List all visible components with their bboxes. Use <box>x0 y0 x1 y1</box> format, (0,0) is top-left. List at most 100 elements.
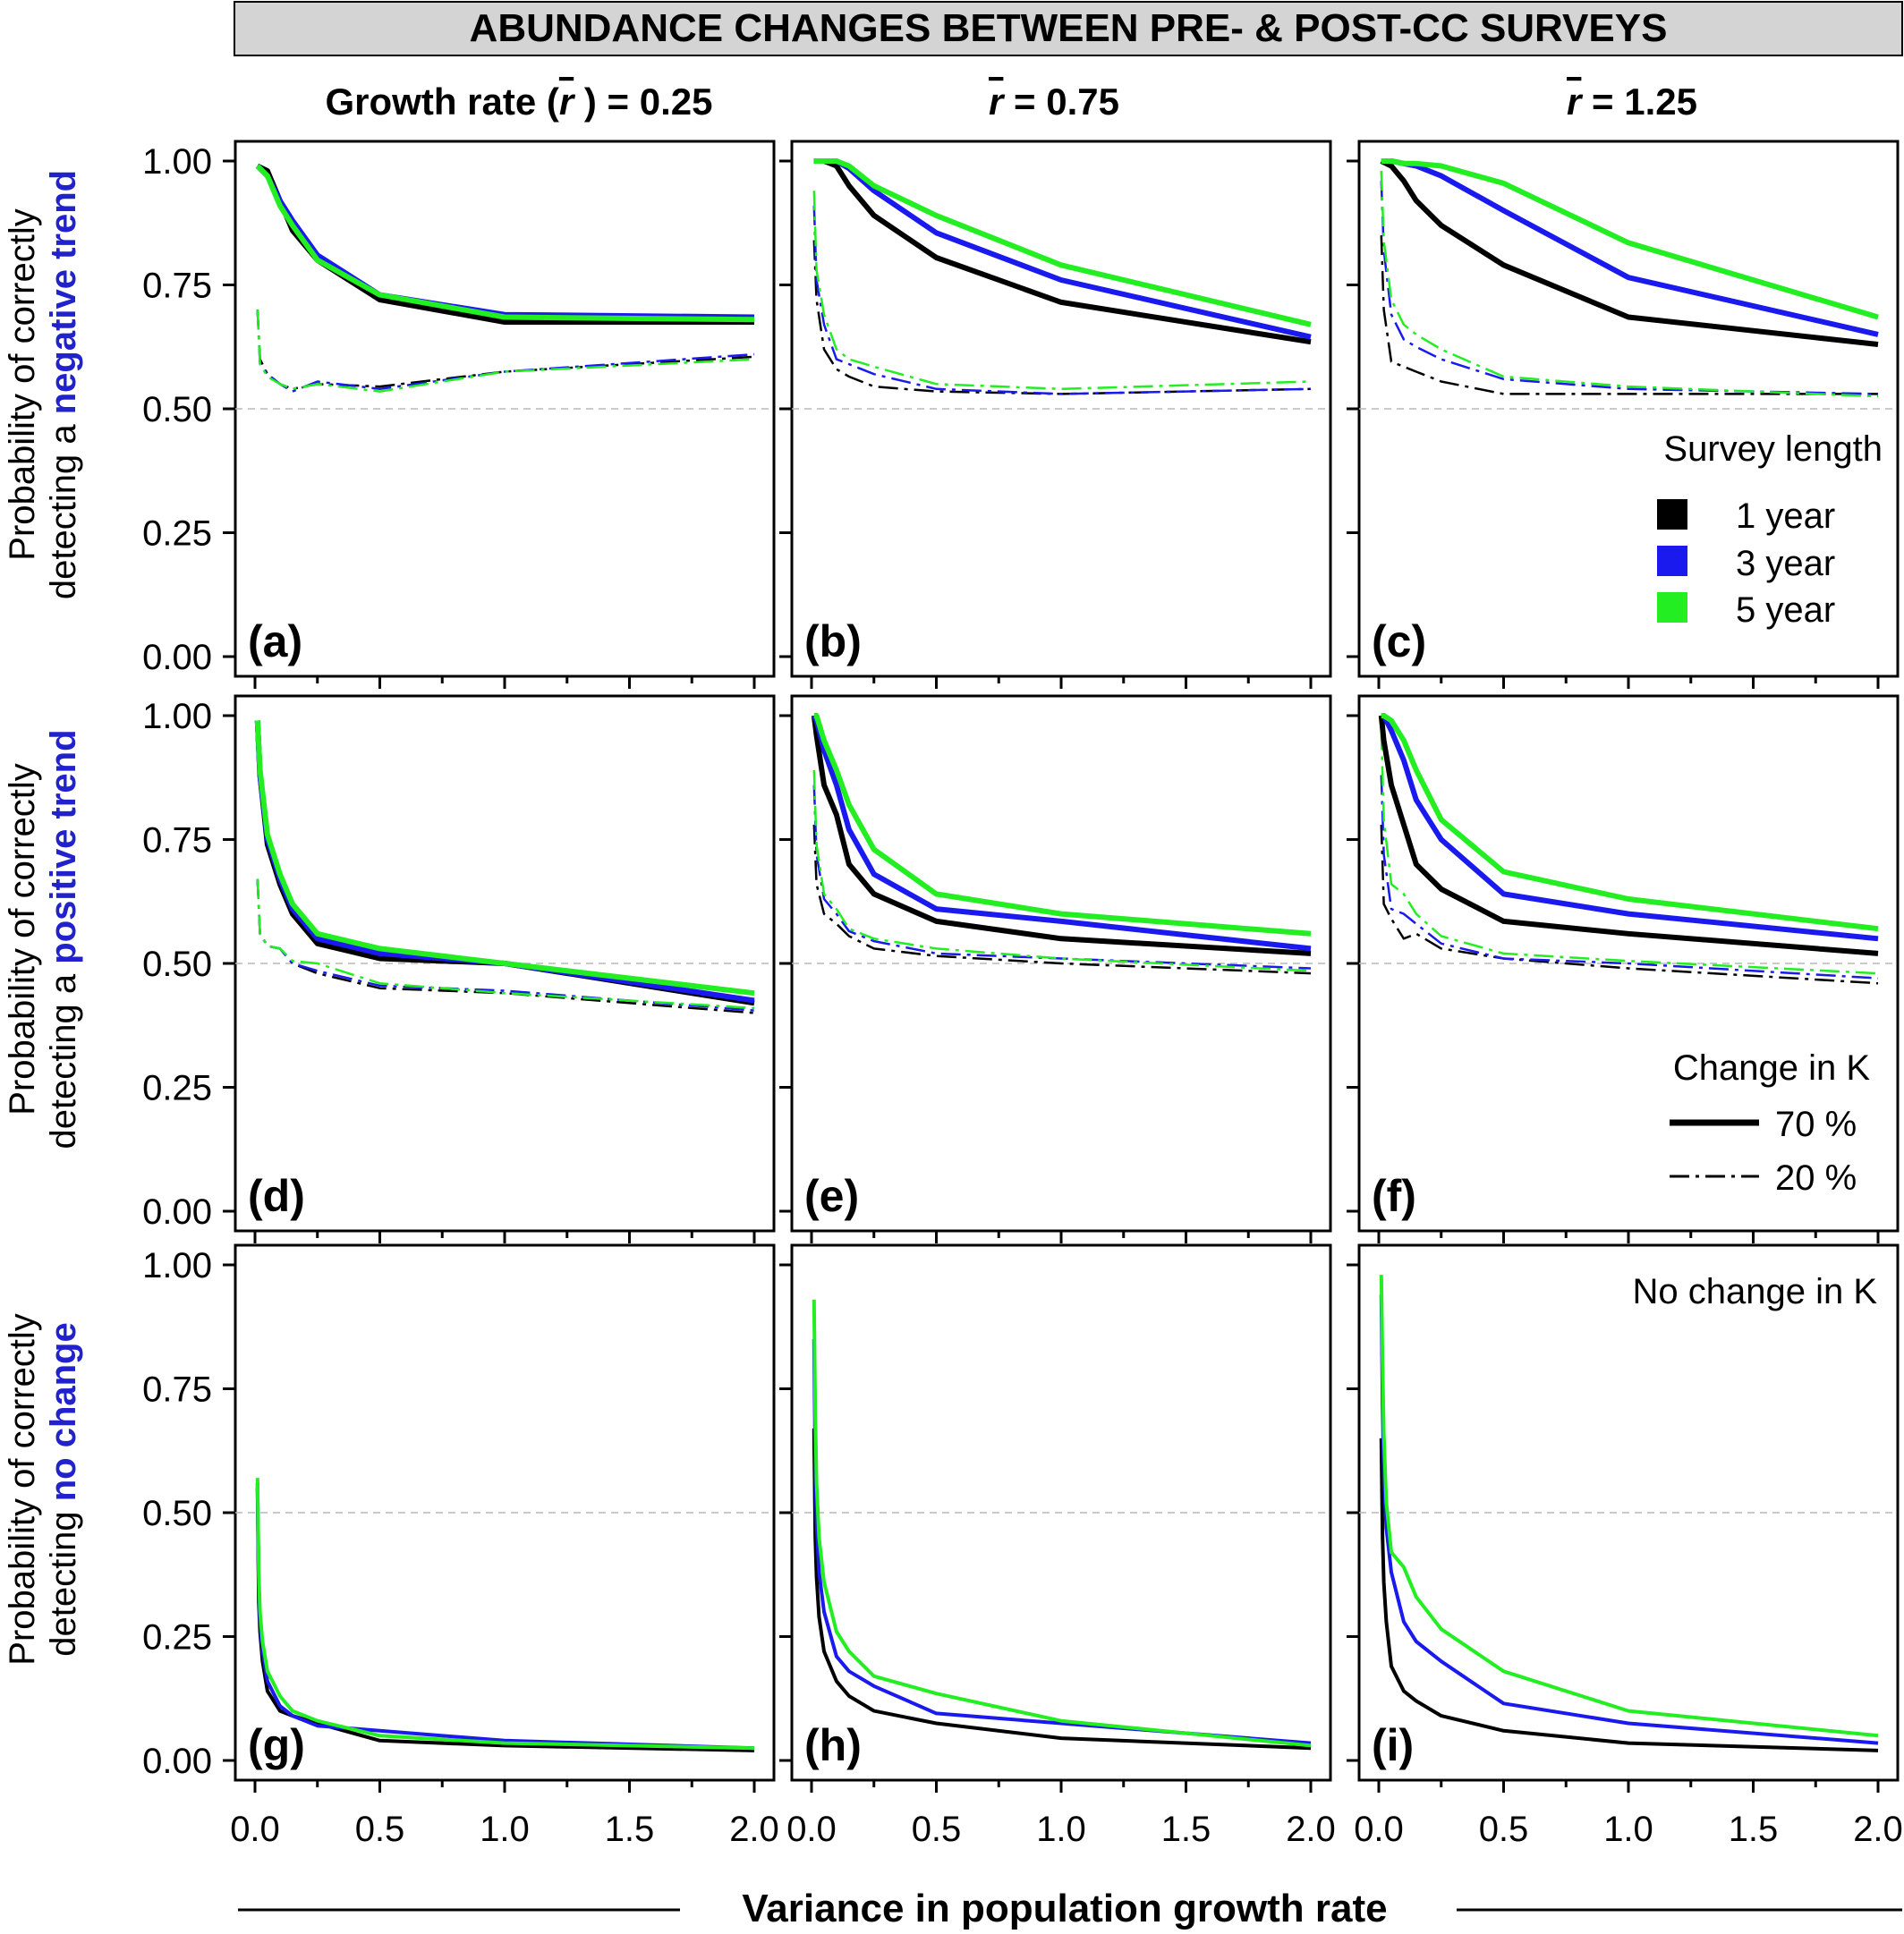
row-ylabel-3: Probability of correctly detecting no ch… <box>3 1313 83 1665</box>
y-tick-label: 0.50 <box>142 1494 212 1533</box>
y-tick-label: 0.75 <box>142 267 212 306</box>
y-tick-label: 1.00 <box>142 697 212 736</box>
series-line-5-year-k70 <box>255 164 755 323</box>
panel-d: (d) 0.00 0.25 0.50 0.75 1.00 <box>142 694 776 1243</box>
x-tick-label: 0.5 <box>912 1810 962 1849</box>
panel-g: (g) 0.00 0.25 0.50 0.75 1.00 0.0 0.5 1.0 1.5 2.0 <box>142 1243 779 1849</box>
row-ylabel-2: Probability of correctly detecting a pos… <box>3 729 83 1149</box>
series-line-1-year-k20 <box>256 310 755 391</box>
series-line-1-year-no-k-change <box>1379 1438 1879 1752</box>
r-bar-symbol-3: r <box>1567 81 1584 123</box>
legend-label-1-year: 1 year <box>1736 496 1835 536</box>
legend-swatch-3-year <box>1657 546 1687 576</box>
x-tick-label: 1.5 <box>1161 1810 1211 1849</box>
panel-b: (b) <box>779 140 1332 689</box>
series-line-3-year-k20 <box>1380 775 1879 980</box>
banner-box <box>234 1 1903 56</box>
y-tick-label: 1.00 <box>142 142 212 182</box>
panel-label: (i) <box>1372 1720 1414 1770</box>
panel-label: (g) <box>248 1720 305 1770</box>
panel-label: (d) <box>248 1171 305 1221</box>
series-line-1-year-k20 <box>812 824 1312 975</box>
svg-text:Probability of correctly: Probability of correctly <box>3 763 42 1115</box>
x-tick-label: 1.5 <box>605 1810 655 1849</box>
panel-i: (i) 0.0 0.5 1.0 1.5 2.0 <box>1347 1243 1903 1849</box>
x-tick-label: 1.0 <box>1036 1810 1086 1849</box>
panel-label: (b) <box>804 616 862 666</box>
series-line-5-year-k70 <box>254 720 755 997</box>
legend-label-20: 20 % <box>1775 1158 1857 1198</box>
r-bar-symbol-1: r <box>559 81 576 123</box>
series-line-5-year-k70 <box>813 158 1312 327</box>
series-line-5-year-k20 <box>256 878 755 1010</box>
legend-swatch-1-year <box>1657 499 1687 530</box>
x-axis-label: Variance in population growth rate <box>742 1887 1387 1930</box>
row-ylabel-1: Probability of correctly detecting a neg… <box>3 170 83 599</box>
svg-text:detecting a positive trend: detecting a positive trend <box>44 729 83 1149</box>
col-title-1: Growth rate (r ) = 0.25 <box>326 81 713 123</box>
series-line-3-year-k20 <box>812 205 1312 395</box>
series-line-3-year-k70 <box>1381 713 1879 942</box>
panel-e: (e) <box>779 694 1332 1243</box>
svg-text:Probability of correctly: Probability of correctly <box>3 208 42 560</box>
panel-label: (f) <box>1372 1171 1416 1221</box>
panel-label: (h) <box>804 1720 862 1770</box>
banner-title: ABUNDANCE CHANGES BETWEEN PRE- & POST-CC… <box>470 6 1668 50</box>
series-line-5-year-k20 <box>812 769 1312 972</box>
series-line-1-year-k20 <box>1380 235 1878 395</box>
panel-label: (c) <box>1372 616 1426 666</box>
series-line-1-year-k20 <box>1380 824 1879 985</box>
legend-change-in-k: Change in K 70 % 20 % <box>1670 1048 1870 1198</box>
series-line-5-year-k20 <box>1380 730 1879 975</box>
series-line-5-year-k20 <box>812 191 1312 391</box>
legend-survey-title: Survey length <box>1663 429 1883 469</box>
legend-swatch-5-year <box>1657 592 1687 623</box>
series-line-5-year-k70 <box>1381 713 1879 932</box>
series-line-1-year-no-k-change <box>812 1428 1312 1751</box>
y-tick-label: 0.25 <box>142 514 212 554</box>
series-line-1-year-k70 <box>1380 158 1879 347</box>
x-tick-label: 0.0 <box>786 1810 837 1849</box>
col-title-3: r = 1.25 <box>1567 81 1697 123</box>
series-line-5-year-k20 <box>1380 171 1879 398</box>
y-tick-label: 1.00 <box>142 1246 212 1285</box>
x-tick-label: 0.0 <box>230 1810 280 1849</box>
series-line-1-year-k70 <box>1378 715 1879 956</box>
legend-label-5-year: 5 year <box>1736 590 1835 630</box>
panels: (a) 0.00 0.25 0.50 0.75 1.00 (b) (c) (d) 0.00 0.25… <box>142 140 1903 1849</box>
series-line-3-year-k20 <box>812 785 1312 970</box>
series-line-1-year-k70 <box>811 715 1312 956</box>
x-tick-label: 1.5 <box>1729 1810 1779 1849</box>
series-line-5-year-no-k-change <box>1379 1275 1879 1738</box>
series-line-5-year-no-k-change <box>255 1478 755 1751</box>
y-tick-label: 0.25 <box>142 1618 212 1658</box>
legend-label-3-year: 3 year <box>1736 544 1835 583</box>
series-line-5-year-k70 <box>1381 158 1879 320</box>
legend-label-70: 70 % <box>1775 1105 1857 1144</box>
panel-a: (a) 0.00 0.25 0.50 0.75 1.00 <box>142 140 776 689</box>
x-tick-label: 1.0 <box>1603 1810 1653 1849</box>
series-line-5-year-k20 <box>256 310 755 393</box>
y-tick-label: 0.00 <box>142 1742 212 1781</box>
y-tick-label: 0.75 <box>142 1370 212 1410</box>
y-tick-label: 0.00 <box>142 638 212 677</box>
panel-h: (h) 0.0 0.5 1.0 1.5 2.0 <box>779 1243 1336 1849</box>
x-tick-label: 1.0 <box>480 1810 530 1849</box>
x-tick-label: 0.0 <box>1354 1810 1404 1849</box>
y-tick-label: 0.50 <box>142 390 212 429</box>
series-line-1-year-k20 <box>812 240 1312 395</box>
x-tick-label: 2.0 <box>729 1810 779 1849</box>
no-change-note: No change in K <box>1632 1272 1877 1311</box>
y-tick-label: 0.25 <box>142 1069 212 1108</box>
r-bar-symbol-2: r <box>989 81 1006 123</box>
x-tick-label: 2.0 <box>1853 1810 1903 1849</box>
col-title-2: r = 0.75 <box>989 81 1119 123</box>
svg-text:detecting a negative trend: detecting a negative trend <box>44 170 83 599</box>
panel-label: (e) <box>804 1171 859 1221</box>
x-tick-label: 0.5 <box>1479 1810 1529 1849</box>
series-line-5-year-k70 <box>813 713 1312 937</box>
panel-c: (c) <box>1347 140 1900 689</box>
x-tick-label: 2.0 <box>1286 1810 1336 1849</box>
panel-label: (a) <box>248 616 302 666</box>
panel-f: (f) <box>1347 694 1900 1243</box>
